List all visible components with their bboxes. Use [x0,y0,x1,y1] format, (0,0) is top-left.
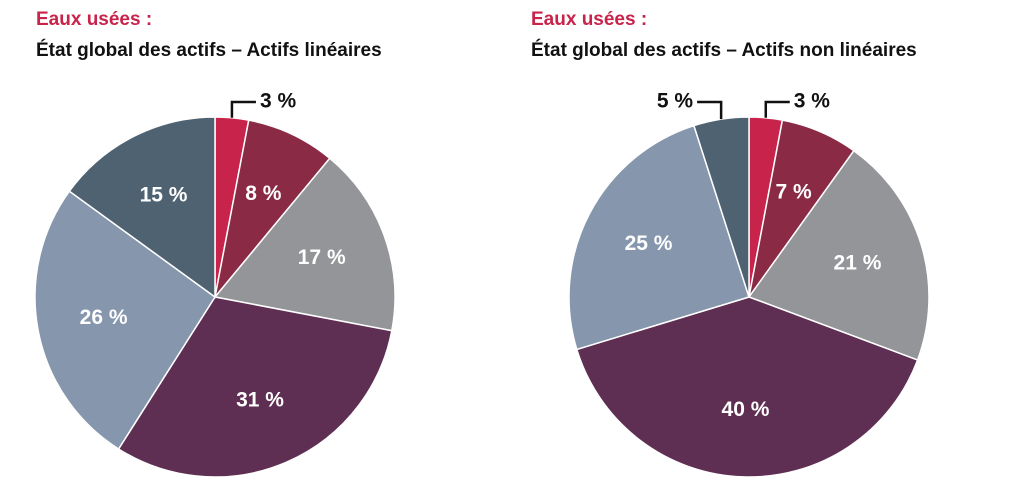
data-label: 7 % [776,180,813,203]
pie-slice [568,124,750,351]
leader-line [697,100,723,120]
data-label: 15 % [140,184,188,207]
pie-slice [214,119,331,298]
data-label: 26 % [80,306,128,329]
data-label: 25 % [625,232,673,255]
leader-line [230,100,256,118]
pie-slice [575,296,919,478]
pie-slice [692,116,750,298]
pie-slice [68,116,216,299]
data-label: 31 % [236,389,284,412]
data-label: 17 % [298,246,346,269]
chart-title: Eaux usées : [36,9,152,30]
data-label: 5 % [657,90,694,113]
data-label: 3 % [794,90,831,113]
pie-slice [34,190,217,451]
pie-slice [747,149,930,361]
chart-title: Eaux usées : [531,9,647,30]
data-label: 8 % [245,182,282,205]
pie-slice [213,157,396,332]
data-label: 3 % [260,90,297,113]
chart-subtitle: État global des actifs – Actifs non liné… [531,39,917,61]
data-label: 40 % [722,398,770,421]
chart-subtitle: État global des actifs – Actifs linéaire… [36,39,382,61]
data-label: 21 % [834,252,882,275]
leader-line [764,100,790,118]
